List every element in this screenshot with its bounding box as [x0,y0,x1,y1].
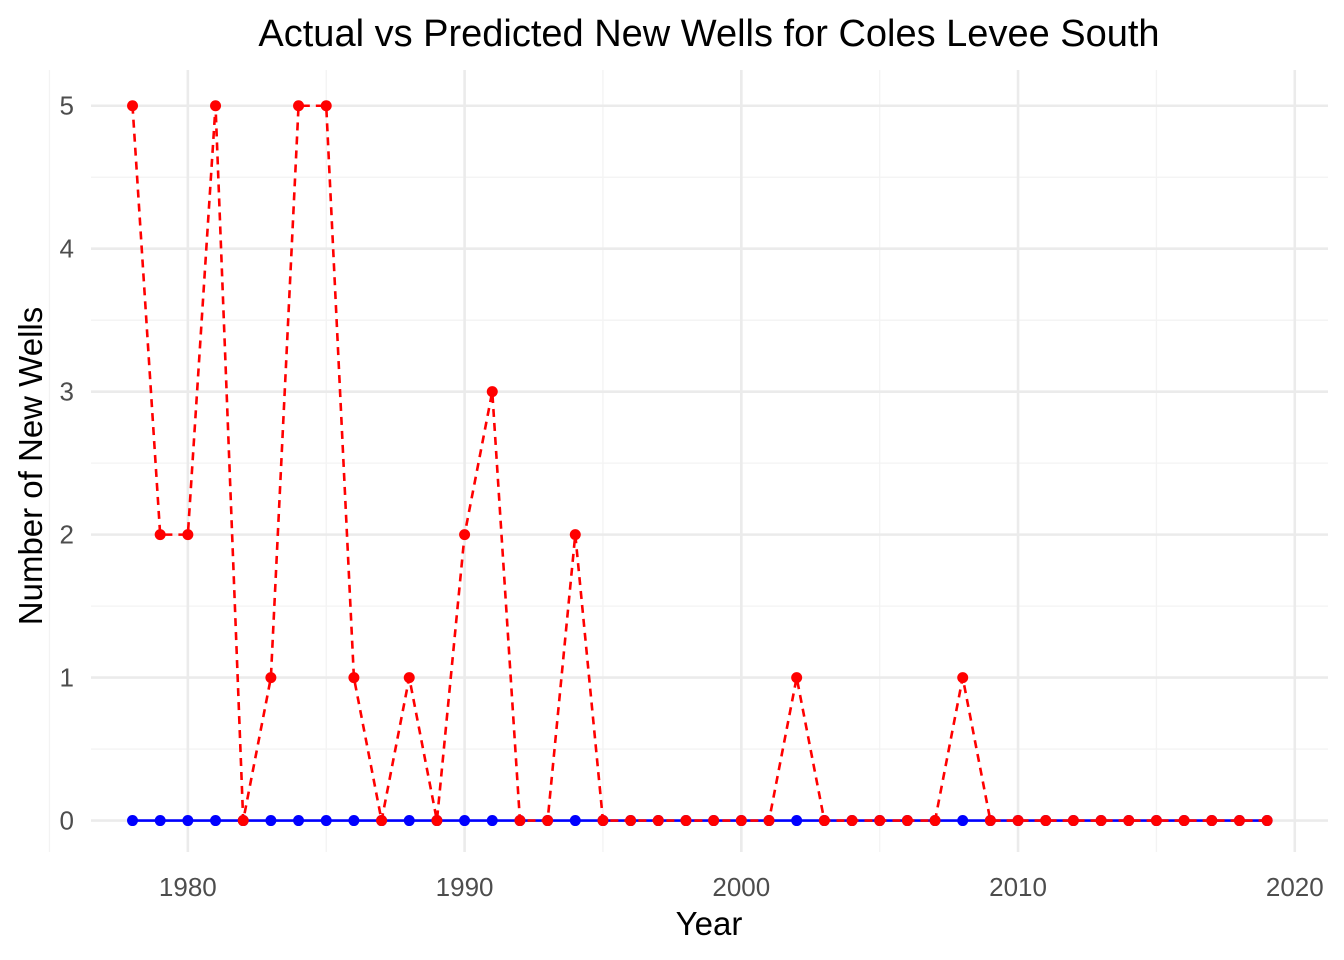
data-point-red [182,529,194,541]
data-point-blue [182,815,194,827]
data-point-red [984,815,996,827]
data-point-red [1095,815,1107,827]
x-tick-label: 2020 [1266,872,1324,902]
data-point-red [680,815,692,827]
data-point-red [1150,815,1162,827]
data-point-red [293,100,305,112]
y-tick-label: 3 [60,377,74,407]
series-layer [127,100,1273,827]
data-point-red [1012,815,1024,827]
data-point-red [791,672,803,684]
data-point-blue [459,815,471,827]
data-point-red [127,100,139,112]
data-point-red [486,386,498,398]
data-point-red [403,672,415,684]
chart-title: Actual vs Predicted New Wells for Coles … [258,13,1159,55]
data-point-red [1040,815,1052,827]
data-point-red [569,529,581,541]
x-tick-label: 2010 [989,872,1047,902]
data-point-blue [486,815,498,827]
data-point-blue [154,815,166,827]
data-point-red [542,815,554,827]
data-point-red [320,100,332,112]
data-point-red [376,815,388,827]
grid [48,70,1328,852]
data-point-red [1233,815,1245,827]
y-tick-label: 0 [60,806,74,836]
data-point-red [929,815,941,827]
data-point-blue [957,815,969,827]
data-point-red [431,815,443,827]
data-point-red [652,815,664,827]
data-point-blue [210,815,222,827]
x-tick-label: 1990 [436,872,494,902]
y-axis-ticks: 0 1 2 3 4 5 [60,91,74,836]
data-point-blue [293,815,305,827]
series-red [127,100,1273,827]
y-tick-label: 2 [60,520,74,550]
data-point-blue [320,815,332,827]
data-point-red [1123,815,1135,827]
data-point-red [1067,815,1079,827]
data-point-red [625,815,637,827]
x-tick-label: 1980 [159,872,217,902]
data-point-red [597,815,609,827]
data-point-red [514,815,526,827]
data-point-red [763,815,775,827]
data-point-red [708,815,720,827]
data-point-red [846,815,858,827]
y-tick-label: 1 [60,663,74,693]
data-point-red [154,529,166,541]
data-point-red [818,815,830,827]
data-point-red [348,672,360,684]
x-axis-title: Year [676,905,743,942]
data-point-red [874,815,886,827]
data-point-blue [403,815,415,827]
data-point-red [265,672,277,684]
x-tick-label: 2000 [712,872,770,902]
y-axis-title: Number of New Wells [12,307,49,625]
data-point-red [1261,815,1273,827]
data-point-red [735,815,747,827]
data-point-blue [127,815,139,827]
data-point-red [210,100,222,112]
data-point-red [237,815,249,827]
data-point-red [1178,815,1190,827]
y-tick-label: 4 [60,234,74,264]
data-point-red [957,672,969,684]
data-point-blue [791,815,803,827]
y-tick-label: 5 [60,91,74,121]
data-point-blue [569,815,581,827]
data-point-red [901,815,913,827]
data-point-blue [348,815,360,827]
x-axis-ticks: 1980 1990 2000 2010 2020 [159,872,1324,902]
data-point-red [1206,815,1218,827]
data-point-red [459,529,471,541]
data-point-blue [265,815,277,827]
